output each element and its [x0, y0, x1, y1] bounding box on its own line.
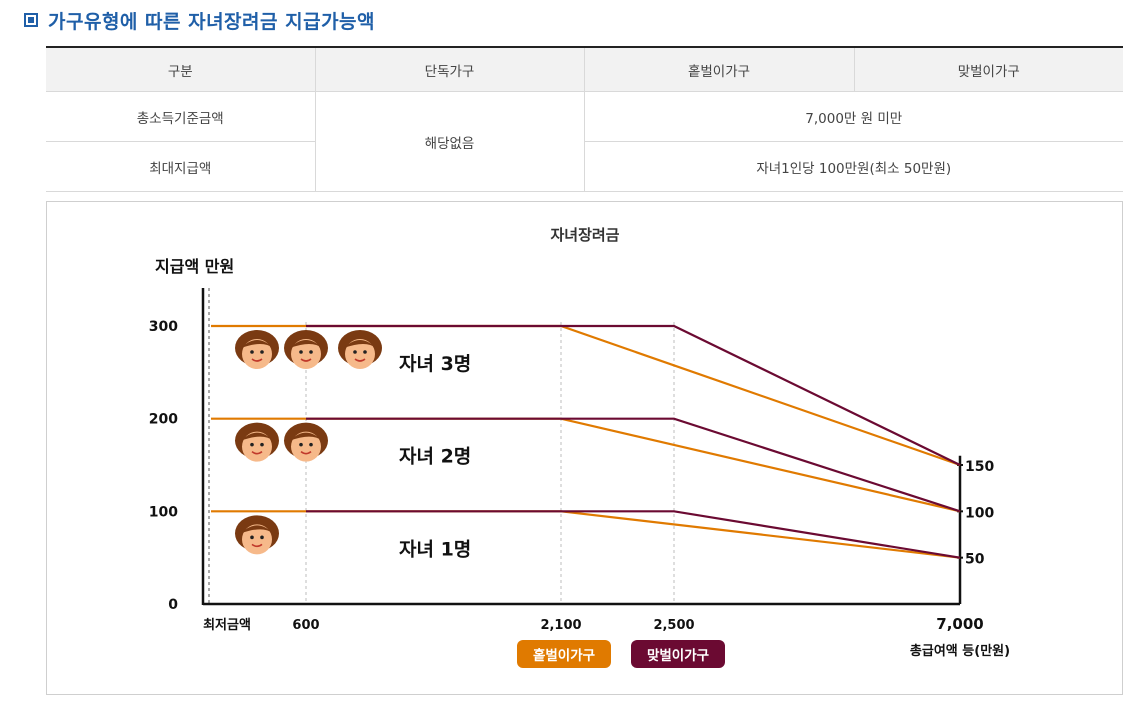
section-heading: 가구유형에 따른 자녀장려금 지급가능액	[24, 6, 375, 34]
x-tick-label-2100: 2,100	[540, 618, 581, 633]
max-payment-value: 자녀1인당 100만원(최소 50만원)	[583, 141, 1123, 192]
row-label-max: 최대지급액	[46, 141, 315, 192]
header-single: 단독가구	[314, 47, 584, 92]
table-header-row: 구분 단독가구 홑벌이가구 맞벌이가구	[46, 47, 1123, 92]
chart-title: 자녀장려금	[550, 226, 619, 244]
row-label-income: 총소득기준금액	[46, 91, 315, 142]
eligibility-table: 구분 단독가구 홑벌이가구 맞벌이가구 총소득기준금액 해당없음 7,000만 …	[46, 46, 1123, 192]
annotation-1-child: 자녀 1명	[399, 538, 471, 560]
child-face-icon	[284, 422, 328, 462]
right-tick-label-50: 50	[965, 552, 985, 568]
right-tick-label-100: 100	[965, 505, 994, 521]
x-tick-label-7000: 7,000	[936, 615, 983, 633]
table-row: 최대지급액 자녀1인당 100만원(최소 50만원)	[46, 141, 1123, 192]
square-bullet-icon	[24, 13, 38, 27]
income-threshold-value: 7,000만 원 미만	[583, 91, 1123, 142]
single-not-applicable: 해당없음	[314, 91, 584, 192]
header-category: 구분	[46, 47, 315, 92]
legend-item-one-earner: 홑벌이가구	[517, 640, 611, 668]
annotation-2-child: 자녀 2명	[399, 446, 471, 468]
section-title: 가구유형에 따른 자녀장려금 지급가능액	[48, 10, 376, 33]
table-row: 총소득기준금액 해당없음 7,000만 원 미만	[46, 91, 1123, 192]
x-tick-label-2500: 2,500	[653, 618, 694, 633]
x-tick-label-600: 600	[292, 618, 319, 633]
y-tick-label-100: 100	[149, 504, 178, 520]
series-line-0	[211, 510, 961, 559]
y-tick-label-200: 200	[149, 412, 178, 428]
x-axis-label: 총급여액 등(만원)	[910, 643, 1010, 659]
series-line-4	[306, 417, 961, 513]
x-tick-label-0: 최저금액	[203, 618, 251, 633]
child-face-icon	[235, 330, 279, 369]
child-face-icon	[235, 515, 279, 555]
child-face-icon	[338, 330, 382, 369]
series-line-3	[306, 510, 961, 559]
series-line-5	[306, 324, 961, 466]
header-one-earner: 홑벌이가구	[583, 47, 854, 92]
annotation-3-child: 자녀 3명	[399, 353, 471, 375]
right-tick-label-150: 150	[965, 459, 994, 475]
y-tick-label-300: 300	[149, 319, 178, 335]
y-tick-label-0: 0	[168, 597, 178, 613]
child-face-icon	[235, 422, 279, 462]
header-two-earner: 맞벌이가구	[853, 47, 1123, 92]
legend-item-two-earner: 맞벌이가구	[631, 640, 725, 668]
child-face-icon	[284, 330, 328, 369]
y-axis-label: 지급액 만원	[155, 257, 234, 276]
